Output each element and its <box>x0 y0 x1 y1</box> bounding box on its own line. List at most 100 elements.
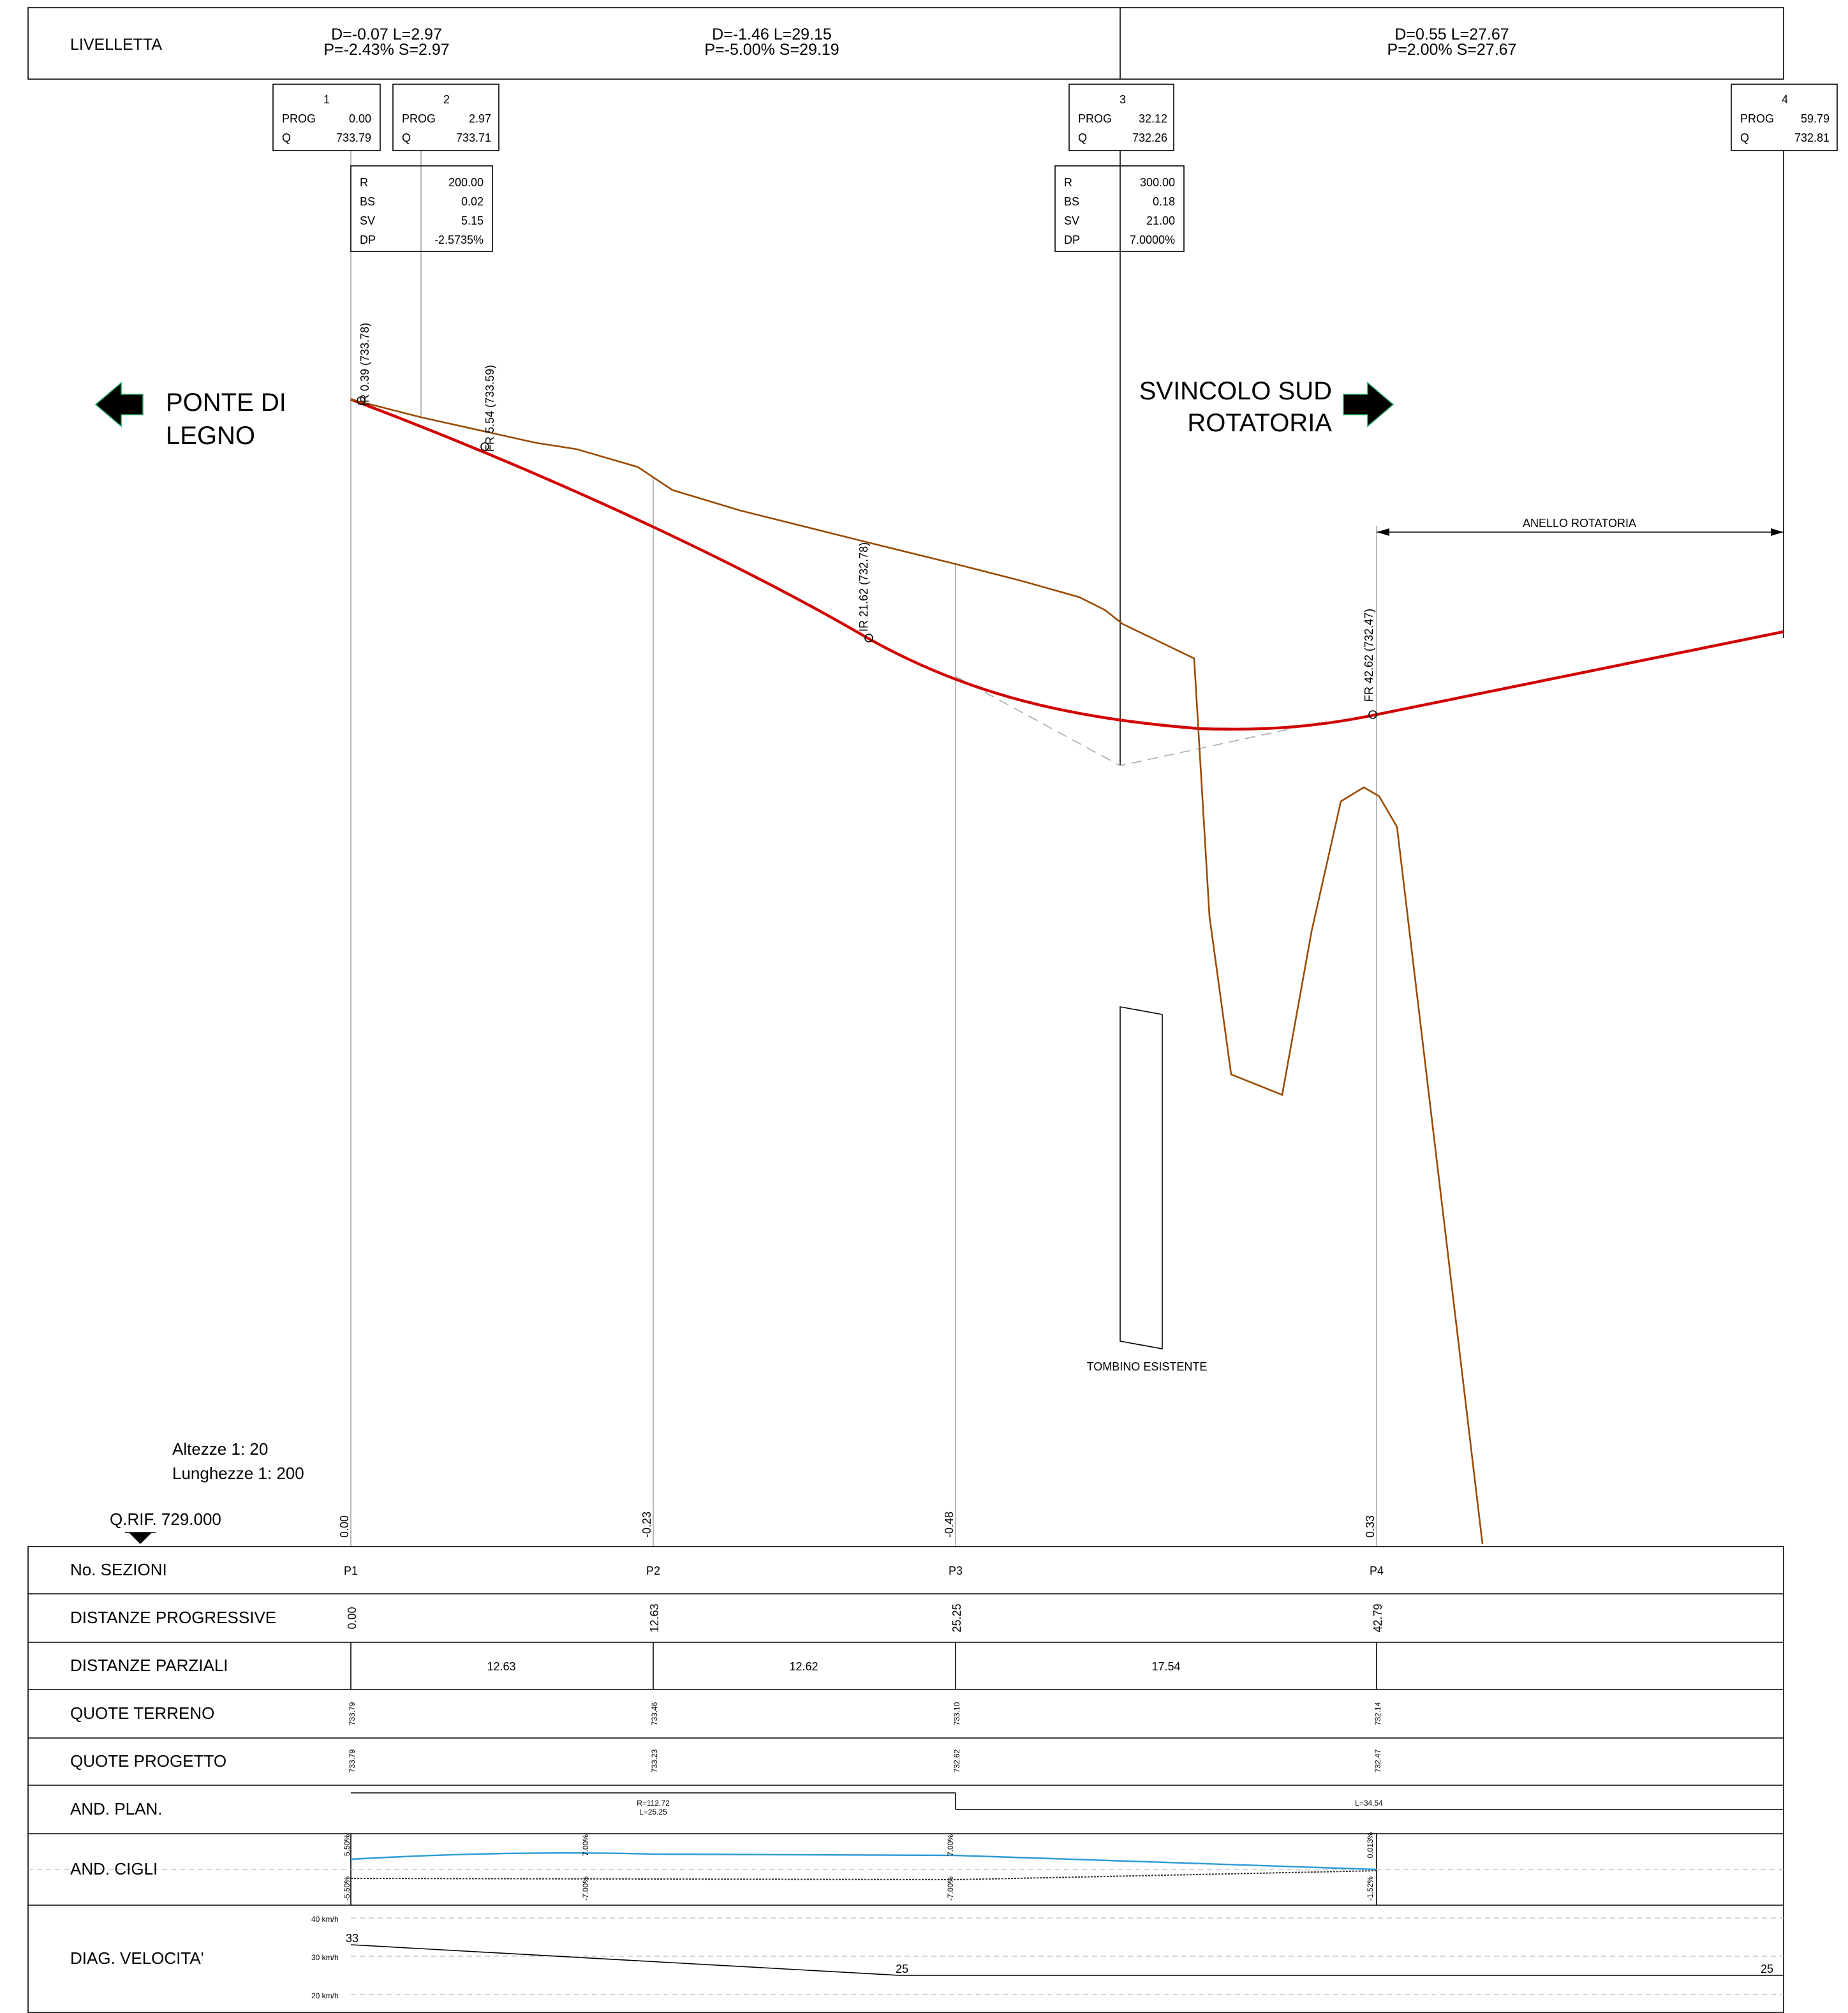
curve-point-label: FR 5.54 (733.59) <box>484 365 496 452</box>
section-id: P2 <box>646 1564 660 1577</box>
direction-label: ROTATORIA <box>1187 409 1332 437</box>
vertex-id: 1 <box>323 93 330 106</box>
prog-dist: 12.63 <box>648 1603 661 1632</box>
curve-val: 300.00 <box>1140 176 1175 189</box>
design-level: 732.47 <box>1373 1749 1382 1772</box>
design-level: 733.79 <box>348 1749 357 1772</box>
edge-slope: -5.50% <box>343 1876 351 1901</box>
row-label: DISTANZE PROGRESSIVE <box>70 1608 276 1627</box>
partial-dist: 12.62 <box>789 1660 818 1673</box>
curve-val: 0.02 <box>461 195 484 208</box>
speed-axis: 20 km/h <box>311 1991 339 2000</box>
curve-val: 7.0000% <box>1130 234 1175 246</box>
section-id: P3 <box>949 1564 963 1577</box>
row-label: QUOTE PROGETTO <box>70 1751 226 1771</box>
curve-val: -2.5735% <box>434 234 484 246</box>
plan-curve: L=25.25 <box>639 1808 667 1816</box>
curve-key: R <box>360 176 368 189</box>
speed-value: 25 <box>896 1963 908 1975</box>
partial-dist: 17.54 <box>1151 1660 1180 1673</box>
ground-level: 732.14 <box>1373 1702 1382 1725</box>
speed-value: 33 <box>346 1932 359 1945</box>
vertex-id: 3 <box>1120 93 1126 106</box>
speed-axis: 30 km/h <box>311 1953 339 1962</box>
plan-curve: R=112.72 <box>637 1799 670 1808</box>
speed-value: 25 <box>1761 1963 1773 1975</box>
vertex-prog-label: PROG <box>1740 112 1774 125</box>
vertex-q-label: Q <box>282 131 291 144</box>
partial-dist: 12.63 <box>487 1660 515 1673</box>
vertex-prog: 59.79 <box>1801 112 1830 125</box>
edge-slope: -1.52% <box>1366 1876 1375 1901</box>
curve-key: BS <box>1064 195 1079 208</box>
row-label: DIAG. VELOCITA' <box>70 1949 204 1968</box>
curve-key: DP <box>1064 234 1080 246</box>
vertex-q: 732.26 <box>1132 131 1167 144</box>
row-label: DISTANZE PARZIALI <box>70 1656 228 1675</box>
section-id: P4 <box>1370 1564 1384 1577</box>
terrain-line <box>350 398 1484 1545</box>
difference: 0.33 <box>1364 1515 1377 1538</box>
vertex-id: 2 <box>443 93 450 106</box>
row-label: QUOTE TERRENO <box>70 1704 214 1723</box>
design-line <box>350 397 1784 731</box>
edge-slope: 7.00% <box>946 1834 955 1856</box>
prog-dist: 42.79 <box>1371 1603 1384 1632</box>
segment-line1: D=0.55 L=27.67 <box>1394 26 1509 43</box>
difference: -0.23 <box>640 1512 653 1538</box>
vertex-id: 4 <box>1782 93 1788 106</box>
direction-label: LEGNO <box>166 422 255 450</box>
curve-key: SV <box>1064 214 1079 227</box>
vertex-prog-label: PROG <box>1078 112 1112 125</box>
vertex-prog: 0.00 <box>349 112 371 125</box>
design-level: 732.62 <box>952 1749 961 1772</box>
row-label: No. SEZIONI <box>70 1560 167 1579</box>
ground-level: 733.10 <box>952 1702 961 1725</box>
vertex-q: 733.71 <box>456 131 491 144</box>
curve-key: BS <box>360 195 375 208</box>
edge-slope: 5.50% <box>343 1834 351 1856</box>
ring-label: ANELLO ROTATORIA <box>1523 517 1636 530</box>
segment-line2: P=-2.43% S=2.97 <box>323 41 449 59</box>
segment-line2: P=2.00% S=27.67 <box>1387 41 1517 59</box>
row-label: AND. CIGLI <box>70 1859 158 1878</box>
curve-val: 21.00 <box>1146 214 1175 227</box>
speed-axis: 40 km/h <box>311 1915 339 1924</box>
culvert-label: TOMBINO ESISTENTE <box>1087 1360 1208 1373</box>
vertex-q-label: Q <box>1078 131 1087 144</box>
edge-slope: -7.00% <box>581 1876 590 1901</box>
ground-level: 733.79 <box>348 1702 357 1725</box>
direction-label: PONTE DI <box>166 389 286 417</box>
qrif-label: Q.RIF. 729.000 <box>110 1510 221 1529</box>
prog-dist: 0.00 <box>346 1607 359 1629</box>
curve-point-label: IR 0.39 (733.78) <box>359 323 371 406</box>
curve-key: DP <box>360 234 376 246</box>
header-box <box>27 7 1784 80</box>
difference: -0.48 <box>943 1512 956 1538</box>
vertex-q: 732.81 <box>1794 131 1830 144</box>
scale-label: Altezze 1: 20 <box>172 1439 268 1459</box>
curve-val: 200.00 <box>448 176 484 189</box>
design-level: 733.23 <box>650 1749 659 1772</box>
edge-slope: -7.00% <box>946 1876 955 1901</box>
segment-line1: D=-1.46 L=29.15 <box>712 26 832 43</box>
difference: 0.00 <box>338 1515 351 1538</box>
curve-val: 0.18 <box>1153 195 1175 208</box>
direction-label: SVINCOLO SUD <box>1139 377 1332 405</box>
segment-line2: P=-5.00% S=29.19 <box>704 41 839 59</box>
vertex-q-label: Q <box>402 131 411 144</box>
vertex-prog: 2.97 <box>469 112 491 125</box>
segment-line1: D=-0.07 L=2.97 <box>331 26 442 43</box>
edge-slope: 0.013% <box>1366 1832 1375 1858</box>
vertex-prog-label: PROG <box>402 112 436 125</box>
curve-key: R <box>1064 176 1072 189</box>
scale-label: Lunghezze 1: 200 <box>172 1464 304 1483</box>
vertex-prog: 32.12 <box>1139 112 1167 125</box>
vertex-q: 733.79 <box>336 131 371 144</box>
curve-point-label: IR 21.62 (732.78) <box>857 542 870 632</box>
header-title: LIVELLETTA <box>70 36 162 54</box>
ground-level: 733.46 <box>650 1702 659 1725</box>
row-label: AND. PLAN. <box>70 1799 163 1818</box>
vertex-q-label: Q <box>1740 131 1749 144</box>
